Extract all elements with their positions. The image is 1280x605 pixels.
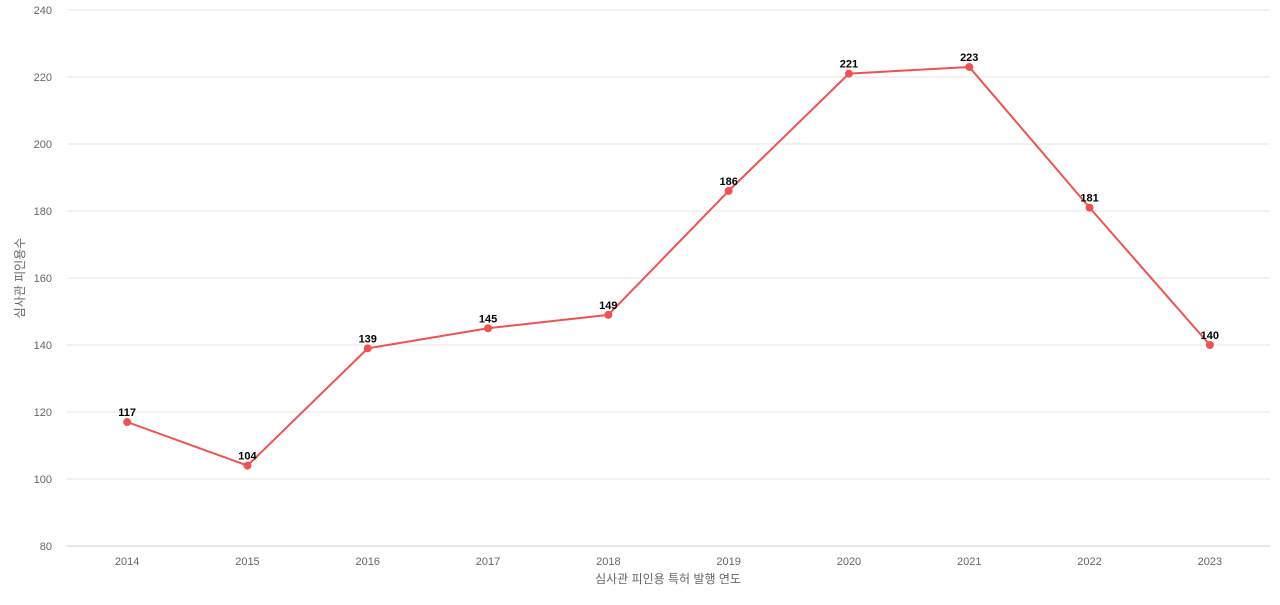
data-point [1085, 203, 1094, 212]
data-label: 149 [599, 300, 617, 312]
y-axis-title: 심사관 피인용수 [13, 238, 27, 319]
data-point [965, 62, 974, 71]
y-tick-label: 120 [34, 407, 52, 419]
x-tick-label: 2023 [1198, 556, 1222, 568]
x-tick-label: 2016 [356, 556, 380, 568]
data-label: 181 [1080, 193, 1098, 205]
y-tick-label: 180 [34, 206, 52, 218]
data-point [724, 186, 733, 195]
data-point [123, 418, 132, 427]
x-tick-label: 2019 [716, 556, 740, 568]
data-label: 223 [960, 52, 978, 64]
y-axis-ticks: 80 100 120 140 160 180 200 220 240 [34, 5, 52, 553]
y-tick-label: 160 [34, 273, 52, 285]
y-tick-label: 140 [34, 340, 52, 352]
y-tick-label: 80 [40, 541, 52, 553]
data-point [243, 461, 252, 470]
data-point [604, 310, 613, 319]
data-label: 117 [118, 407, 136, 419]
x-tick-label: 2015 [235, 556, 259, 568]
data-point [484, 324, 493, 333]
data-label: 186 [719, 176, 737, 188]
x-tick-label: 2017 [476, 556, 500, 568]
series-layer [123, 62, 1214, 470]
data-label: 104 [238, 451, 257, 463]
y-tick-label: 100 [34, 474, 52, 486]
y-tick-label: 240 [34, 5, 52, 17]
data-point [363, 344, 372, 353]
x-tick-label: 2014 [115, 556, 139, 568]
y-tick-label: 200 [34, 139, 52, 151]
x-tick-label: 2022 [1077, 556, 1101, 568]
y-tick-label: 220 [34, 72, 52, 84]
data-label: 145 [479, 313, 497, 325]
x-tick-label: 2021 [957, 556, 981, 568]
x-tick-label: 2020 [837, 556, 861, 568]
data-label: 139 [359, 333, 377, 345]
grid-layer [67, 9, 1270, 547]
data-label: 221 [840, 59, 858, 71]
x-tick-label: 2018 [596, 556, 620, 568]
x-axis-title: 심사관 피인용 특허 발행 연도 [595, 571, 741, 586]
data-point [844, 69, 853, 78]
data-labels: 117 104 139 145 149 186 221 223 181 140 [118, 52, 1219, 463]
series-line [126, 65, 1211, 467]
data-point [1205, 341, 1214, 349]
x-axis-ticks: 2014 2015 2016 2017 2018 2019 2020 2021 2022 2023 [115, 556, 1222, 568]
data-label: 140 [1201, 330, 1219, 342]
